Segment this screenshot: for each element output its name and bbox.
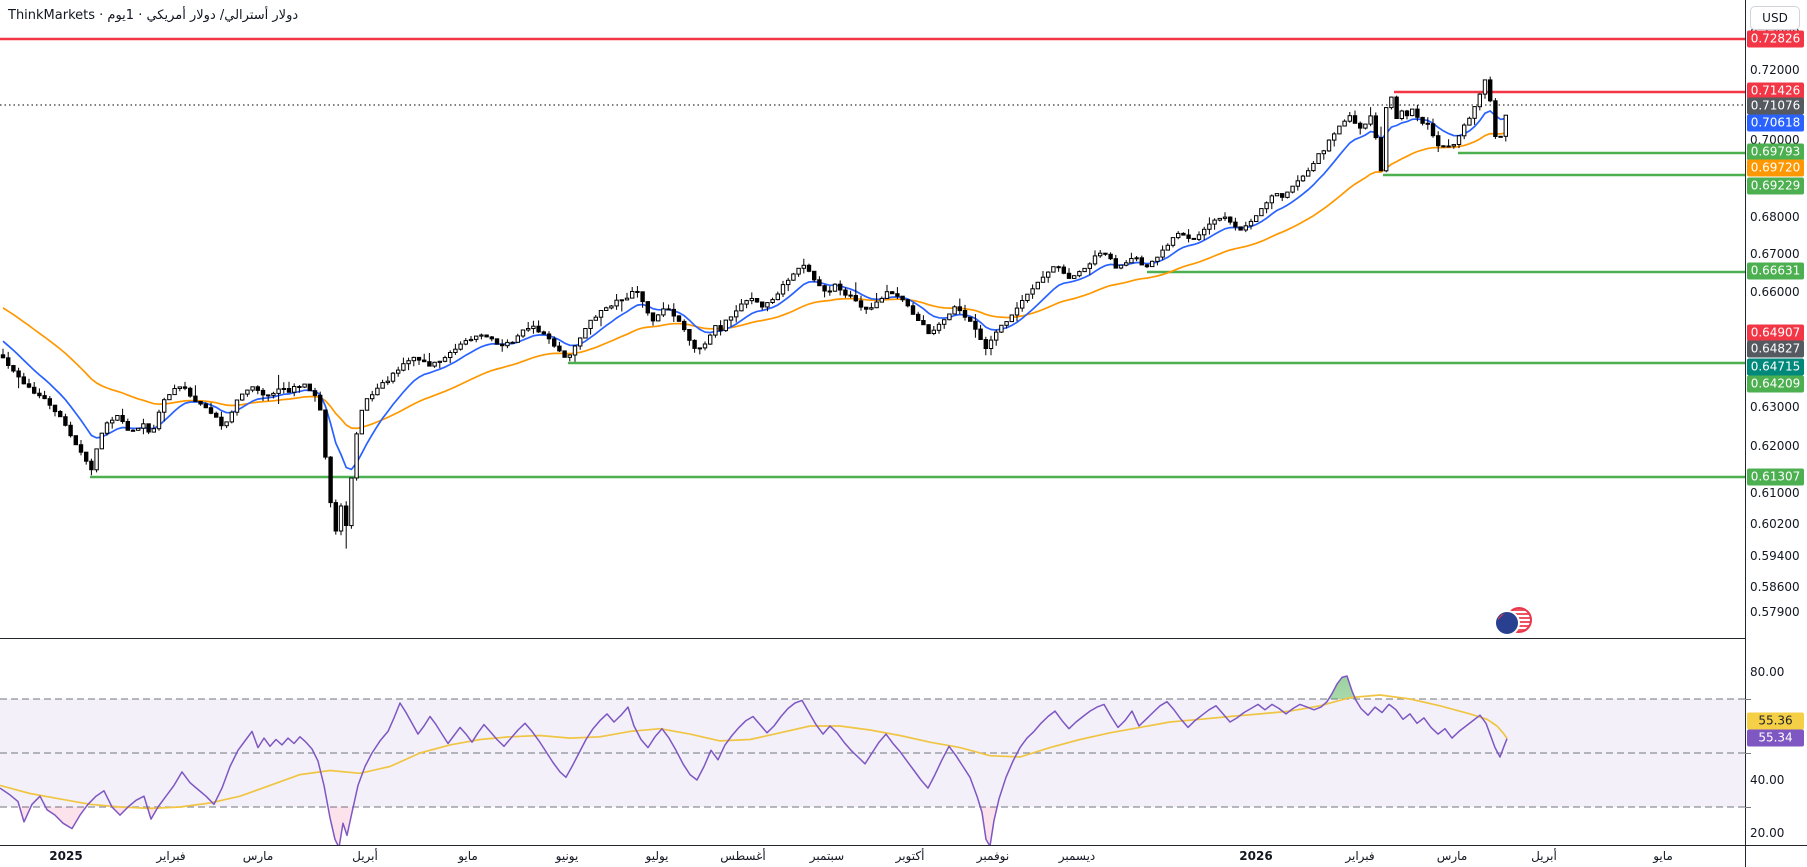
axis-tick: 0.57900: [1750, 605, 1800, 619]
pair-flags-icon: [1494, 606, 1534, 638]
axis-tick: 0.61000: [1750, 486, 1800, 500]
axis-tick: 0.60200: [1750, 517, 1800, 531]
price-tag: 0.70618: [1747, 114, 1804, 132]
time-label[interactable]: مايو: [1653, 849, 1673, 863]
axis-tick: 0.68000: [1750, 210, 1800, 224]
price-tag: 0.64907: [1747, 324, 1804, 342]
axis-tick: 40.00: [1750, 773, 1785, 787]
axis-tick-stub: [1745, 699, 1751, 700]
price-tag: 0.64209: [1747, 375, 1804, 393]
time-axis-separator: [0, 845, 1807, 846]
price-tag: 0.64715: [1747, 358, 1804, 376]
price-tag: 0.71426: [1747, 82, 1804, 100]
time-label[interactable]: أبريل: [1531, 849, 1557, 863]
indicator-value-tag: 55.34: [1747, 729, 1804, 747]
price-tag: 0.64827: [1747, 340, 1804, 358]
moving-averages: [2, 110, 1506, 471]
price-tag: 0.66631: [1747, 262, 1804, 280]
time-label[interactable]: يونيو: [555, 849, 579, 863]
currency-unit-button[interactable]: USD: [1750, 6, 1800, 30]
axis-tick: 0.58600: [1750, 580, 1800, 594]
price-tag: 0.69720: [1747, 159, 1804, 177]
time-label[interactable]: 2025: [49, 849, 83, 863]
time-label[interactable]: 2026: [1239, 849, 1273, 863]
time-label[interactable]: فبراير: [156, 849, 186, 863]
oversold-fill: [19, 807, 998, 845]
aud-flag-icon: [1494, 610, 1520, 636]
price-tag: 0.69793: [1747, 143, 1804, 161]
price-tag: 0.71076: [1747, 97, 1804, 115]
price-axis[interactable]: USD 0.730000.720000.700000.680000.670000…: [1745, 0, 1807, 845]
time-label[interactable]: فبراير: [1345, 849, 1375, 863]
rsi-panel[interactable]: [0, 638, 1745, 845]
time-label[interactable]: سبتمبر: [809, 849, 845, 863]
time-label[interactable]: أكتوبر: [895, 849, 925, 863]
time-axis[interactable]: 2025 فبراير مارس أبريل مايو يونيو يوليو أغسطس سب…: [0, 846, 1745, 867]
time-label[interactable]: مارس: [242, 849, 274, 863]
time-label[interactable]: يوليو: [645, 849, 669, 863]
axis-tick: 0.67000: [1750, 247, 1800, 261]
time-label[interactable]: مايو: [458, 849, 478, 863]
price-tag: 0.72826: [1747, 30, 1804, 48]
axis-tick: 20.00: [1750, 826, 1785, 840]
time-label[interactable]: مارس: [1436, 849, 1468, 863]
axis-tick: 0.59400: [1750, 549, 1800, 563]
time-label[interactable]: نوفمبر: [976, 849, 1010, 863]
time-label[interactable]: أغسطس: [720, 849, 766, 863]
axis-tick-stub: [1745, 807, 1751, 808]
axis-tick: 0.63000: [1750, 400, 1800, 414]
price-tag: 0.69229: [1747, 177, 1804, 195]
price-tag: 0.61307: [1747, 468, 1804, 486]
pane-separator[interactable]: [0, 638, 1807, 639]
candles: [0, 76, 1508, 549]
time-label[interactable]: أبريل: [352, 849, 378, 863]
price-chart[interactable]: [0, 0, 1745, 638]
ma-slow-line: [2, 132, 1506, 430]
axis-tick: 0.62000: [1750, 439, 1800, 453]
axis-tick-stub: [1745, 753, 1751, 754]
axis-tick: 80.00: [1750, 665, 1785, 679]
axis-tick: 0.66000: [1750, 285, 1800, 299]
axis-tick: 0.72000: [1750, 63, 1800, 77]
rsi-line: [0, 675, 1508, 845]
indicator-value-tag: 55.36: [1747, 712, 1804, 730]
time-label[interactable]: ديسمبر: [1058, 849, 1096, 863]
symbol-title[interactable]: ThinkMarkets · موي1 · يكيرمأ رالود /يلار…: [8, 8, 299, 23]
price-axis-separator: [1745, 0, 1746, 867]
ma-fast-line: [2, 110, 1506, 471]
